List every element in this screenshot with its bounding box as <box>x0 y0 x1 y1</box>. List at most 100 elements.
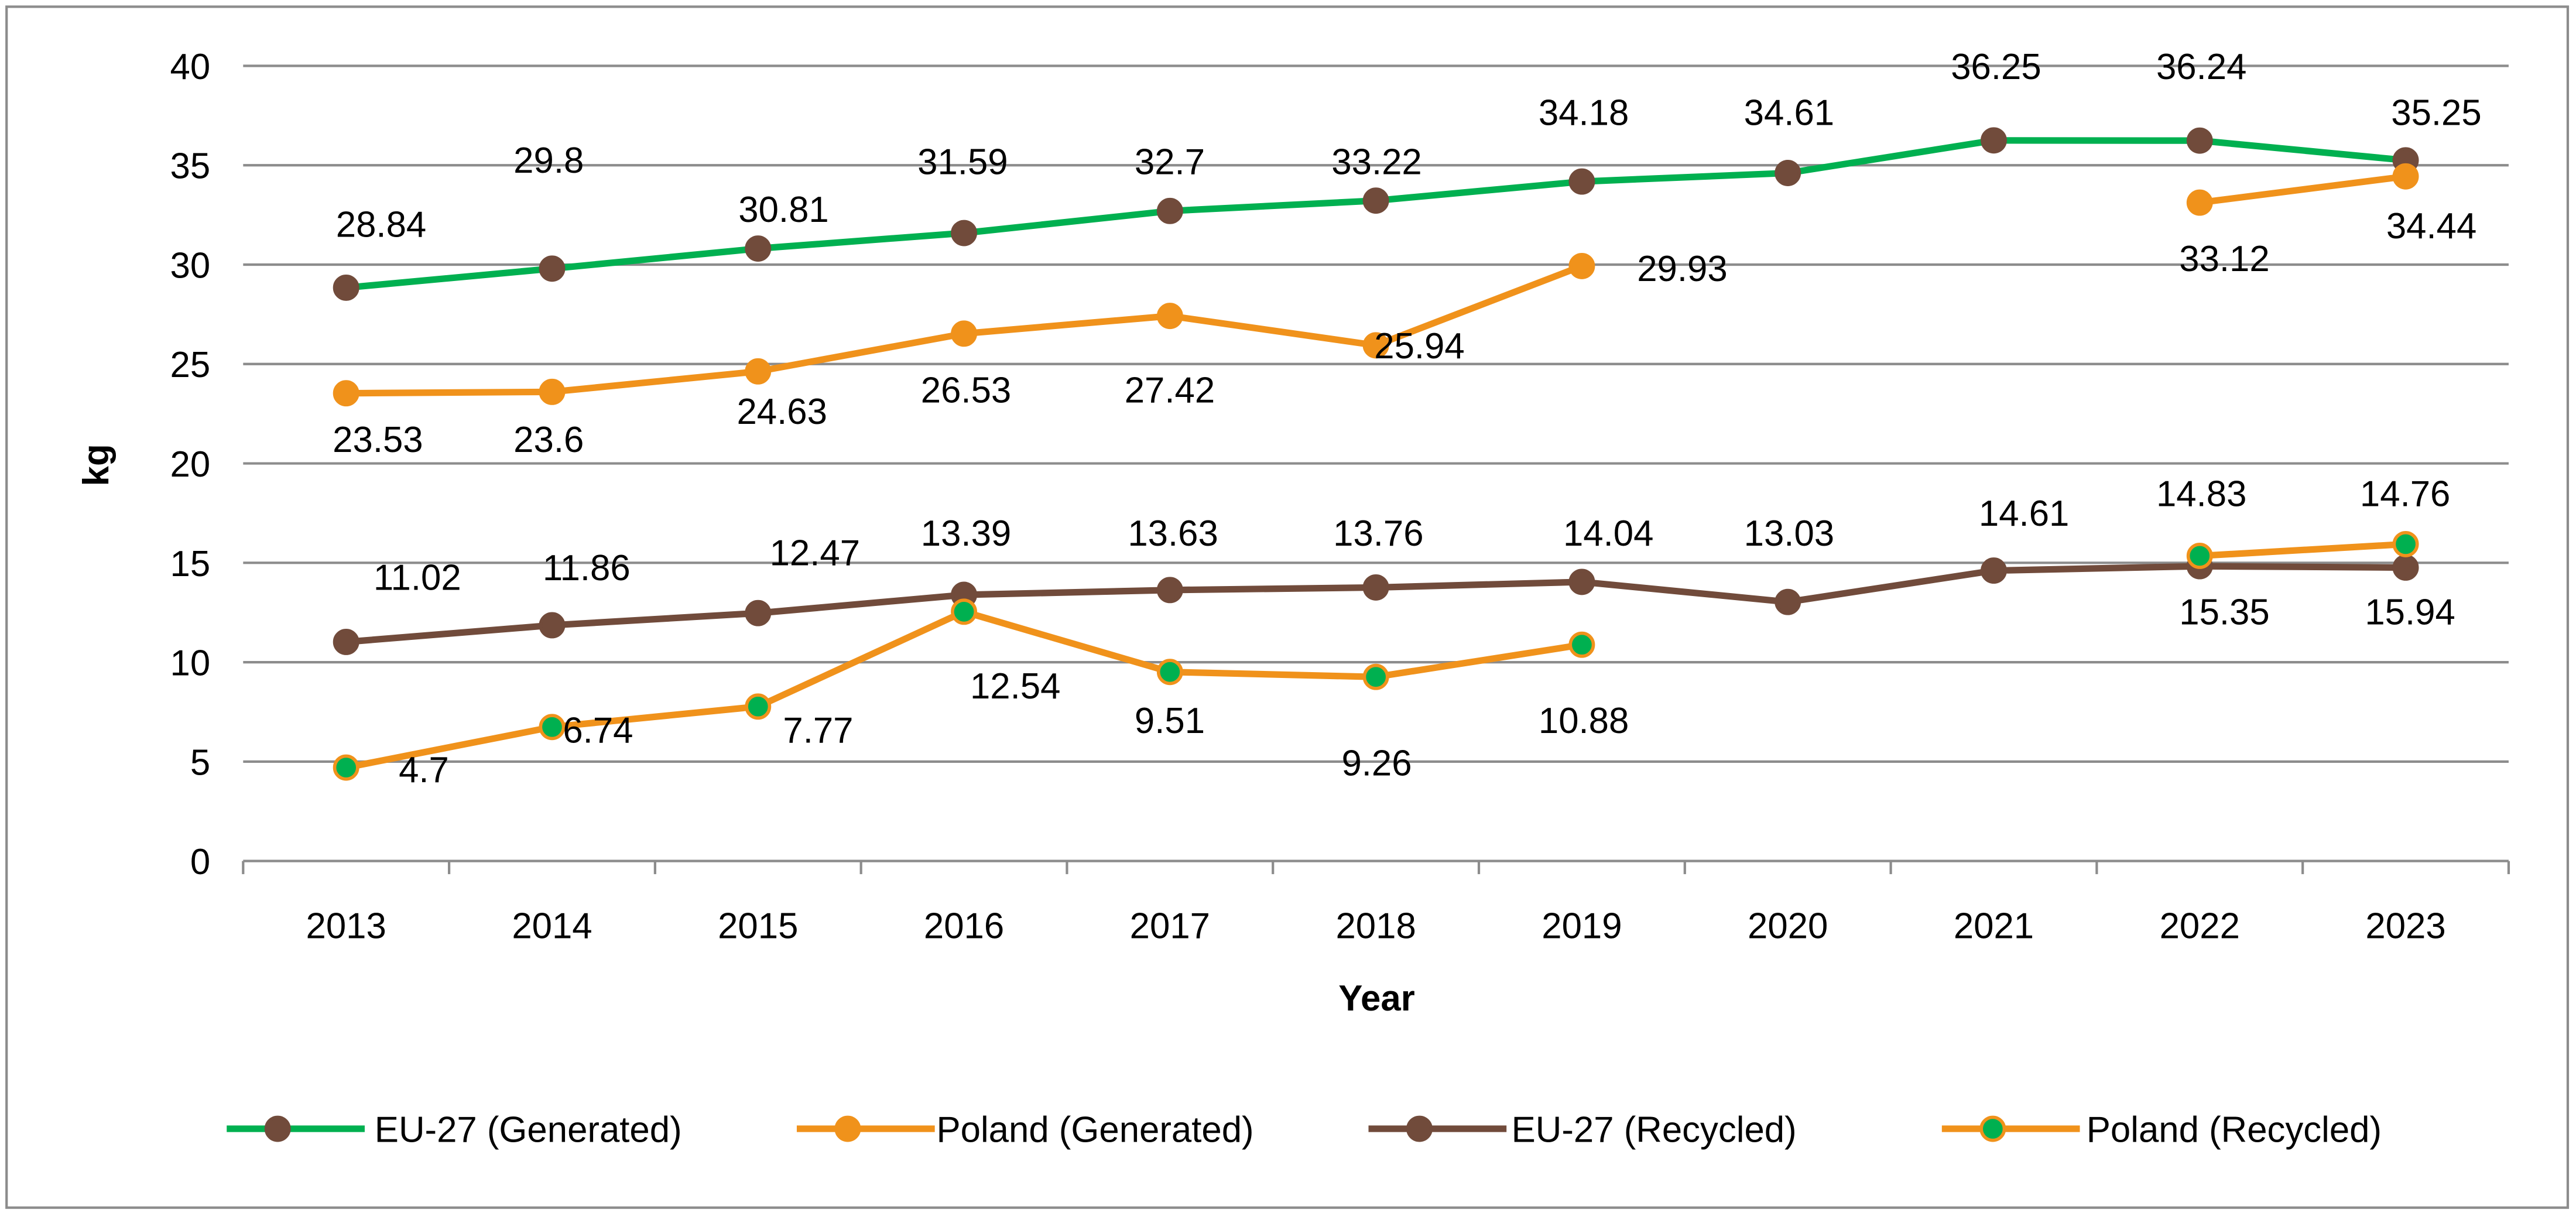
data-point <box>1568 252 1595 279</box>
data-label: 9.26 <box>1341 744 1412 784</box>
legend-marker <box>834 1115 861 1142</box>
data-label: 6.74 <box>563 711 633 751</box>
legend-label: Poland (Generated) <box>936 1109 1253 1150</box>
y-tick-label: 10 <box>170 643 211 684</box>
data-point <box>333 754 359 781</box>
data-label: 14.76 <box>2360 474 2450 515</box>
y-tick-label: 40 <box>170 47 211 87</box>
data-label: 33.22 <box>1331 142 1421 183</box>
data-label: 15.35 <box>2179 592 2269 633</box>
series-line <box>2199 540 2406 560</box>
x-tick-label: 2022 <box>2160 906 2240 947</box>
data-label: 33.12 <box>2179 239 2269 279</box>
y-tick-label: 25 <box>170 345 211 385</box>
data-label: 36.24 <box>2156 47 2246 87</box>
legend-marker <box>1406 1115 1433 1142</box>
data-label: 24.63 <box>737 392 827 432</box>
data-label: 36.25 <box>1951 47 2041 87</box>
data-point <box>1981 557 2007 584</box>
legend-marker <box>1979 1115 2006 1142</box>
y-tick-label: 15 <box>170 544 211 584</box>
y-tick-label: 35 <box>170 146 211 187</box>
legend-item: EU-27 (Generated) <box>227 1109 682 1150</box>
series-2 <box>333 553 2419 655</box>
data-label: 13.03 <box>1744 513 1834 554</box>
data-label: 23.53 <box>333 420 423 460</box>
data-label: 35.25 <box>2391 93 2481 133</box>
data-point <box>1775 160 1801 186</box>
x-tick-label: 2016 <box>924 906 1004 947</box>
data-label: 13.63 <box>1128 513 1218 554</box>
data-label: 30.81 <box>738 190 828 230</box>
data-label: 15.94 <box>2365 592 2455 633</box>
data-point <box>2186 542 2213 569</box>
y-tick-label: 20 <box>170 444 211 485</box>
data-label: 12.47 <box>770 533 860 574</box>
x-tick-label: 2019 <box>1542 906 1622 947</box>
series-0 <box>333 127 2419 301</box>
data-point <box>951 320 978 347</box>
data-label: 27.42 <box>1125 371 1215 411</box>
x-tick-label: 2013 <box>306 906 386 947</box>
data-label: 14.04 <box>1563 513 1653 554</box>
y-tick-label: 5 <box>190 742 210 783</box>
data-point <box>745 358 772 385</box>
data-point <box>539 714 566 741</box>
data-point <box>2392 530 2419 557</box>
data-label: 29.8 <box>513 141 584 181</box>
data-label: 14.83 <box>2156 474 2246 515</box>
data-point <box>1156 659 1183 686</box>
data-label: 7.77 <box>783 711 853 751</box>
data-point <box>951 220 978 246</box>
data-point <box>2392 163 2419 190</box>
data-label: 28.84 <box>336 204 426 245</box>
x-axis-title: Year <box>1338 978 1414 1019</box>
data-label: 34.18 <box>1539 93 1629 133</box>
legend-label: Poland (Recycled) <box>2087 1109 2382 1150</box>
data-point <box>333 274 359 301</box>
data-point <box>1156 303 1183 330</box>
data-point <box>1775 588 1801 615</box>
data-label: 14.61 <box>1979 494 2069 534</box>
y-axis-title: kg <box>76 444 117 486</box>
data-point <box>333 380 359 407</box>
data-label: 26.53 <box>921 371 1011 411</box>
data-point <box>1156 197 1183 224</box>
data-point <box>745 600 772 626</box>
data-point <box>1568 568 1595 595</box>
data-point <box>1981 127 2007 154</box>
data-label: 11.02 <box>374 558 461 598</box>
data-label: 23.6 <box>513 420 584 460</box>
legend-marker <box>264 1115 291 1142</box>
series-line <box>2199 173 2406 206</box>
x-tick-label: 2014 <box>512 906 592 947</box>
data-label: 11.86 <box>543 548 631 588</box>
data-point <box>2392 554 2419 581</box>
data-label: 13.76 <box>1333 513 1423 554</box>
y-tick-label: 0 <box>190 842 210 882</box>
data-point <box>1568 631 1595 658</box>
x-tick-label: 2018 <box>1335 906 1416 947</box>
data-point <box>539 612 566 639</box>
data-point <box>1362 574 1389 601</box>
legend-item: Poland (Recycled) <box>1941 1109 2382 1150</box>
data-point <box>1568 168 1595 195</box>
legend-item: Poland (Generated) <box>796 1109 1254 1150</box>
series-3 <box>333 530 2419 781</box>
legend-label: EU-27 (Recycled) <box>1512 1109 1797 1150</box>
data-point <box>1362 663 1389 690</box>
data-point <box>1362 332 1389 359</box>
data-point <box>745 693 772 720</box>
data-point <box>745 235 772 262</box>
data-point <box>2186 127 2213 154</box>
data-point <box>539 378 566 405</box>
data-label: 4.7 <box>399 750 449 790</box>
data-label: 25.94 <box>1374 326 1464 366</box>
x-tick-label: 2021 <box>1954 906 2034 947</box>
x-tick-label: 2020 <box>1748 906 1828 947</box>
data-label: 34.44 <box>2386 206 2476 246</box>
data-label: 29.93 <box>1637 249 1727 289</box>
legend-item: EU-27 (Recycled) <box>1368 1109 1797 1150</box>
data-point <box>1362 187 1389 214</box>
data-label: 12.54 <box>970 666 1060 707</box>
